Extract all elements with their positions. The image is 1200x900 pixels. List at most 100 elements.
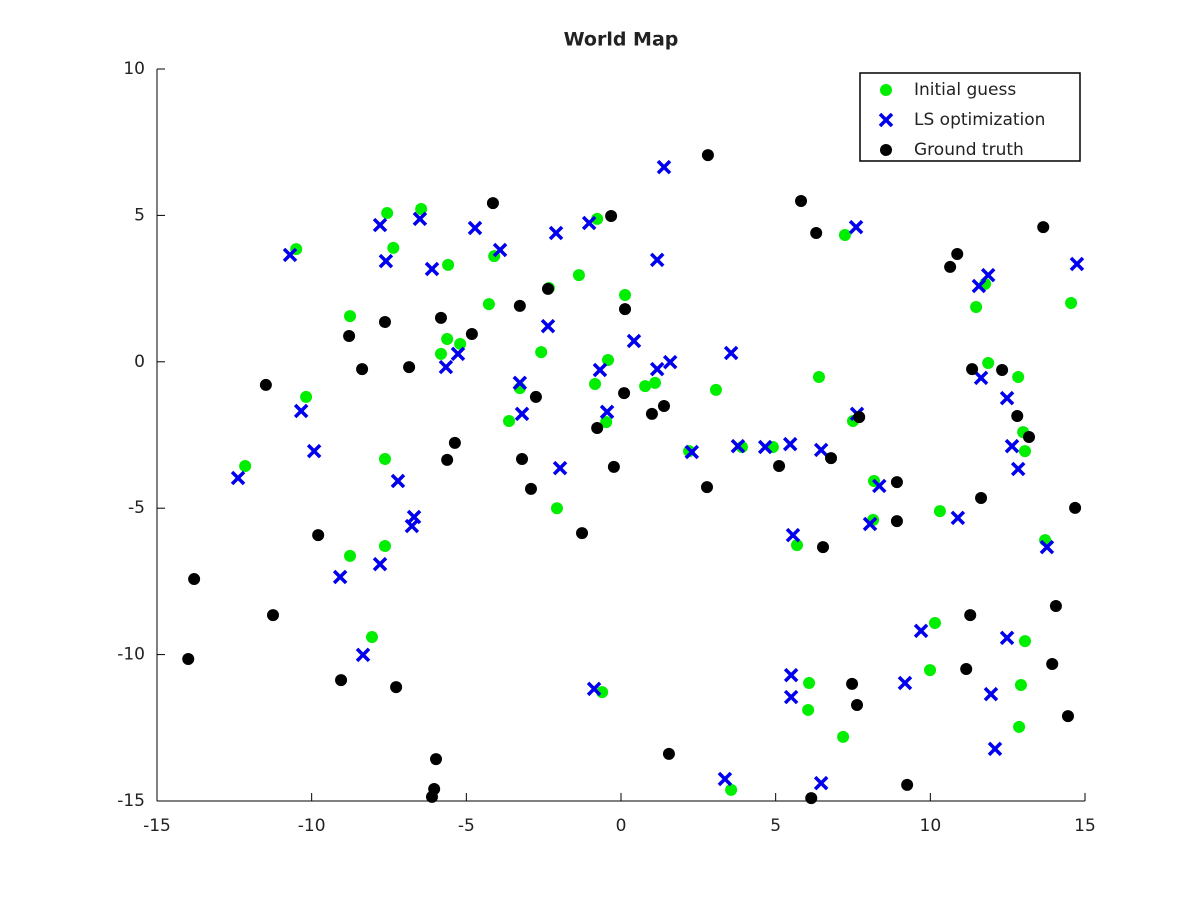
point: [293, 403, 309, 419]
y-tick-label: -15: [117, 791, 145, 811]
point: [513, 299, 526, 312]
point: [805, 792, 818, 805]
legend-label: LS optimization: [914, 110, 1045, 130]
point: [944, 260, 957, 273]
point: [1065, 296, 1078, 309]
point: [816, 541, 829, 554]
y-tick-label: -10: [117, 645, 145, 665]
point: [356, 363, 369, 376]
point: [465, 327, 478, 340]
point: [649, 252, 665, 268]
point: [344, 549, 357, 562]
point: [783, 689, 799, 705]
point: [813, 442, 829, 458]
point: [1018, 445, 1031, 458]
point: [599, 404, 615, 420]
y-tick-label: 0: [134, 352, 145, 372]
point: [803, 677, 816, 690]
x-tick-label: -15: [143, 816, 171, 836]
point: [782, 436, 798, 452]
point: [239, 460, 252, 473]
legend-box: [859, 72, 1081, 162]
point: [412, 211, 428, 227]
point: [837, 730, 850, 743]
point: [656, 159, 672, 175]
point: [441, 453, 454, 466]
point: [1039, 539, 1055, 555]
point: [344, 310, 357, 323]
point: [1011, 409, 1024, 422]
point: [812, 371, 825, 384]
point: [890, 476, 903, 489]
point: [618, 387, 631, 400]
y-tick-label: 10: [123, 59, 145, 79]
point: [589, 378, 602, 391]
point: [390, 473, 406, 489]
chart-title: World Map: [564, 29, 679, 51]
point: [591, 212, 604, 225]
point: [387, 241, 400, 254]
point: [550, 502, 563, 515]
point: [482, 298, 495, 311]
point: [591, 421, 604, 434]
point: [438, 359, 454, 375]
legend-label: Initial guess: [914, 80, 1016, 100]
point: [975, 491, 988, 504]
legend-marker: [880, 84, 892, 96]
point: [1037, 221, 1050, 234]
point: [626, 333, 642, 349]
point: [378, 539, 391, 552]
point: [424, 261, 440, 277]
point: [503, 414, 516, 427]
point: [512, 375, 528, 391]
point: [581, 215, 597, 231]
point: [996, 363, 1009, 376]
point: [999, 630, 1015, 646]
point: [448, 436, 461, 449]
point: [1061, 710, 1074, 723]
point: [441, 332, 454, 345]
point: [404, 518, 420, 534]
point: [450, 346, 466, 362]
point: [282, 247, 298, 263]
point: [516, 453, 529, 466]
point: [838, 229, 851, 242]
point: [1018, 635, 1031, 648]
point: [897, 675, 913, 691]
point: [999, 390, 1015, 406]
point: [378, 253, 394, 269]
point: [306, 443, 322, 459]
legend-marker: [880, 144, 892, 156]
point: [378, 453, 391, 466]
point: [1069, 501, 1082, 514]
point: [529, 390, 542, 403]
point: [434, 347, 447, 360]
point: [572, 269, 585, 282]
point: [540, 318, 556, 334]
point: [813, 775, 829, 791]
point: [649, 361, 665, 377]
point: [700, 481, 713, 494]
point: [928, 616, 941, 629]
point: [535, 346, 548, 359]
point: [332, 569, 348, 585]
point: [913, 623, 929, 639]
point: [605, 209, 618, 222]
legend-marker: [878, 112, 894, 128]
x-tick-label: 10: [920, 816, 942, 836]
point: [541, 282, 554, 295]
point: [810, 226, 823, 239]
point: [966, 363, 979, 376]
point: [619, 303, 632, 316]
point: [973, 370, 989, 386]
point: [851, 698, 864, 711]
point: [1010, 461, 1026, 477]
point: [825, 452, 838, 465]
point: [619, 289, 632, 302]
point: [982, 356, 995, 369]
point: [1023, 431, 1036, 444]
point: [933, 505, 946, 518]
point: [964, 609, 977, 622]
y-tick-label: -5: [128, 498, 145, 518]
